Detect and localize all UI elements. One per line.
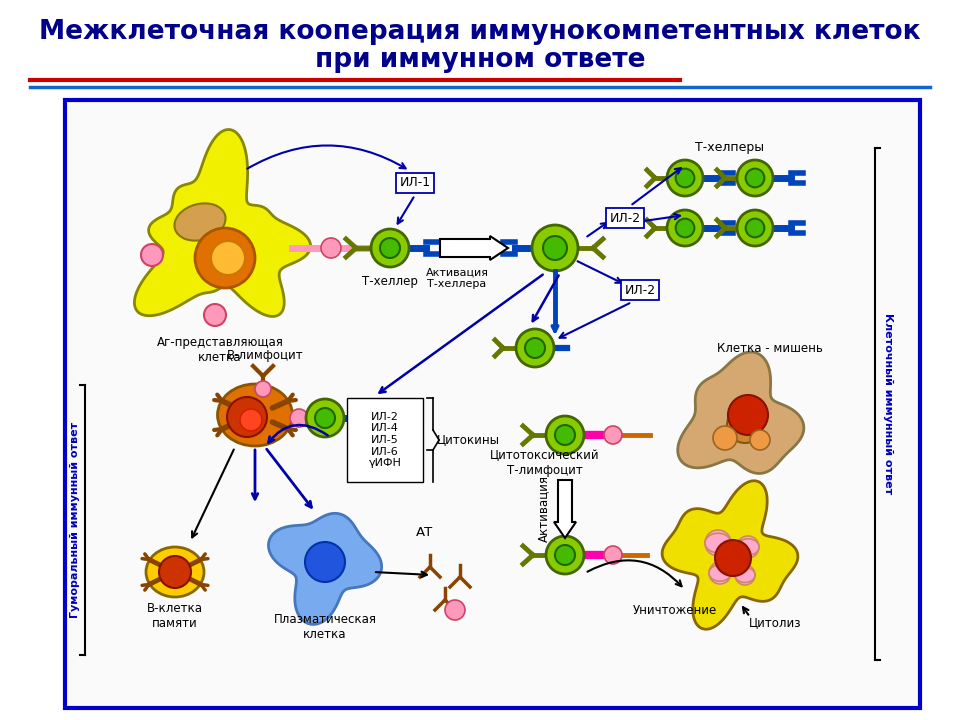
Circle shape	[240, 409, 262, 431]
Text: Клеточный иммунный ответ: Клеточный иммунный ответ	[883, 313, 893, 495]
Ellipse shape	[709, 564, 731, 581]
Polygon shape	[678, 352, 804, 474]
Text: Активация: Активация	[537, 474, 550, 541]
Polygon shape	[269, 513, 382, 624]
Text: Т-хеллер: Т-хеллер	[362, 276, 418, 289]
Text: при иммунном ответе: при иммунном ответе	[315, 47, 645, 73]
Circle shape	[667, 210, 703, 246]
Text: Аг-представляющая
клетка: Аг-представляющая клетка	[156, 336, 283, 364]
Circle shape	[516, 329, 554, 367]
Circle shape	[315, 408, 335, 428]
Circle shape	[195, 228, 255, 288]
Ellipse shape	[146, 547, 204, 597]
Text: Плазматическая
клетка: Плазматическая клетка	[274, 613, 376, 641]
Circle shape	[676, 168, 694, 187]
Ellipse shape	[218, 384, 293, 446]
Circle shape	[676, 219, 694, 238]
Circle shape	[525, 338, 545, 358]
Text: ИЛ-1: ИЛ-1	[399, 176, 431, 189]
Circle shape	[321, 238, 341, 258]
Text: Клетка - мишень: Клетка - мишень	[717, 341, 823, 354]
Text: Цитотоксический
Т-лимфоцит: Цитотоксический Т-лимфоцит	[491, 449, 600, 477]
Circle shape	[727, 407, 763, 443]
Text: Межклеточная кооперация иммунокомпетентных клеток: Межклеточная кооперация иммунокомпетентн…	[39, 19, 921, 45]
Bar	[65, 100, 920, 708]
Text: ИЛ-2: ИЛ-2	[624, 284, 656, 297]
Circle shape	[746, 168, 764, 187]
Bar	[347, 398, 423, 482]
Text: В-лимфоцит: В-лимфоцит	[227, 348, 303, 361]
Circle shape	[159, 556, 191, 588]
Circle shape	[290, 409, 308, 427]
Circle shape	[713, 426, 737, 450]
Polygon shape	[134, 130, 311, 316]
Circle shape	[709, 562, 731, 584]
Circle shape	[728, 395, 768, 435]
Ellipse shape	[735, 567, 755, 582]
Circle shape	[604, 546, 622, 564]
Circle shape	[141, 244, 163, 266]
Circle shape	[543, 236, 567, 260]
Circle shape	[555, 425, 575, 445]
Circle shape	[204, 304, 226, 326]
Circle shape	[532, 225, 578, 271]
Circle shape	[737, 210, 773, 246]
Circle shape	[546, 536, 584, 574]
Circle shape	[667, 160, 703, 196]
Ellipse shape	[705, 534, 731, 553]
Text: ИЛ-2: ИЛ-2	[610, 212, 640, 225]
Circle shape	[746, 219, 764, 238]
Text: Т-хелперы: Т-хелперы	[695, 142, 764, 155]
Text: Активация
Т-хеллера: Активация Т-хеллера	[425, 267, 489, 289]
Circle shape	[227, 397, 267, 437]
Ellipse shape	[175, 203, 226, 240]
Text: АТ: АТ	[417, 526, 434, 539]
Circle shape	[737, 160, 773, 196]
Text: Цитолиз: Цитолиз	[749, 616, 802, 629]
Circle shape	[211, 241, 245, 275]
Text: ИЛ-2
ИЛ-4
ИЛ-5
ИЛ-6
γИФН: ИЛ-2 ИЛ-4 ИЛ-5 ИЛ-6 γИФН	[369, 412, 401, 468]
Circle shape	[546, 416, 584, 454]
Ellipse shape	[737, 539, 759, 555]
Circle shape	[715, 540, 751, 576]
Circle shape	[371, 229, 409, 267]
Circle shape	[735, 565, 755, 585]
Text: Уничтожение: Уничтожение	[633, 603, 717, 616]
Text: Гуморальный иммунный ответ: Гуморальный иммунный ответ	[70, 422, 80, 618]
FancyArrow shape	[554, 480, 576, 538]
Circle shape	[305, 542, 345, 582]
Circle shape	[255, 381, 271, 397]
Circle shape	[705, 530, 731, 556]
Text: В-клетка
памяти: В-клетка памяти	[147, 602, 203, 630]
Circle shape	[737, 536, 759, 558]
Circle shape	[604, 426, 622, 444]
Circle shape	[380, 238, 400, 258]
Polygon shape	[662, 481, 798, 629]
Circle shape	[555, 545, 575, 565]
Circle shape	[445, 600, 465, 620]
FancyArrow shape	[440, 236, 508, 260]
Circle shape	[306, 399, 344, 437]
Circle shape	[750, 430, 770, 450]
Text: Цитокины: Цитокины	[437, 433, 500, 446]
